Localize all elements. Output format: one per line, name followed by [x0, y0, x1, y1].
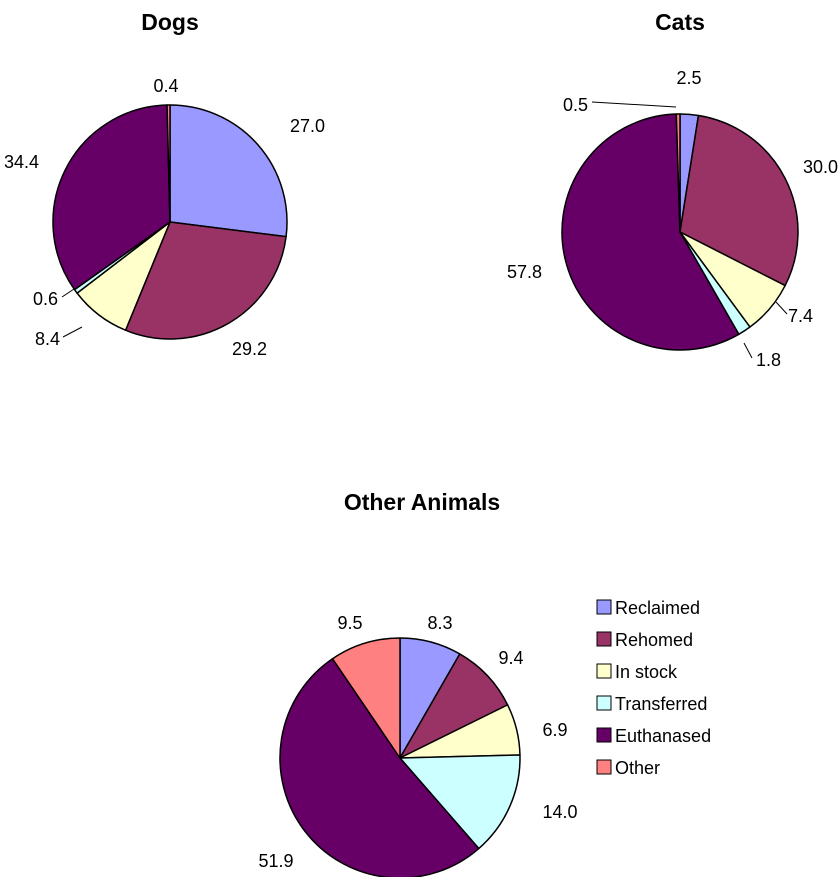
- dogs-pie-chart: Dogs 27.0 29.2 8.4 0.6 34.4 0.4: [4, 9, 325, 359]
- legend-swatch-other: [596, 759, 612, 775]
- other-animals-data-label: 51.9: [258, 851, 293, 871]
- dogs-data-label: 34.4: [4, 152, 39, 172]
- dogs-data-label: 0.6: [33, 289, 58, 309]
- cats-leader-line: [775, 301, 788, 315]
- dogs-slice-reclaimed: [169, 104, 288, 238]
- dogs-leader-line: [61, 288, 75, 298]
- other-animals-chart-title: Other Animals: [344, 489, 500, 515]
- other-animals-data-label: 14.0: [542, 802, 577, 822]
- other-animals-slice-euthanased: [279, 658, 480, 877]
- legend-label-in-stock: In stock: [615, 662, 678, 682]
- dogs-data-label: 29.2: [232, 339, 267, 359]
- legend-swatch-transferred: [596, 695, 612, 711]
- dogs-slice-other: [166, 104, 171, 223]
- cats-data-label: 57.8: [507, 262, 542, 282]
- legend-label-rehomed: Rehomed: [615, 630, 693, 650]
- dogs-data-label: 27.0: [290, 116, 325, 136]
- chart-legend: Reclaimed Rehomed In stock Transferred Eutha…: [596, 598, 711, 778]
- legend-swatch-euthanased: [596, 727, 612, 743]
- cats-slice-other: [675, 113, 681, 233]
- other-animals-data-label: 9.5: [337, 613, 362, 633]
- cats-chart-title: Cats: [655, 9, 705, 35]
- other-animals-slice-other: [331, 637, 401, 759]
- legend-label-euthanased: Euthanased: [615, 726, 711, 746]
- cats-data-label: 0.5: [563, 95, 588, 115]
- cats-leader-line: [591, 101, 677, 108]
- dogs-slice-euthanased: [52, 104, 171, 291]
- dogs-chart-title: Dogs: [141, 9, 199, 35]
- other-animals-data-label: 6.9: [542, 720, 567, 740]
- cats-data-label: 30.0: [803, 157, 838, 177]
- other-animals-pie-chart: Other Animals 8.3 9.4 6.9 14.0 51.9 9.5: [258, 489, 578, 877]
- cats-data-label: 1.8: [756, 350, 781, 370]
- legend-label-reclaimed: Reclaimed: [615, 598, 700, 618]
- other-animals-slice-transferred: [399, 754, 521, 850]
- other-animals-data-label: 9.4: [498, 648, 523, 668]
- dogs-leader-line: [62, 326, 83, 338]
- dogs-data-label: 0.4: [153, 76, 178, 96]
- cats-pie-chart: Cats 2.5 30.0 7.4 1.8 57.8 0.5: [507, 9, 838, 370]
- legend-swatch-reclaimed: [596, 599, 612, 615]
- legend-swatch-in-stock: [596, 663, 612, 679]
- cats-slice-rehomed: [679, 114, 799, 287]
- legend-swatch-rehomed: [596, 631, 612, 647]
- dogs-slice-rehomed: [124, 221, 287, 340]
- cats-slice-euthanased: [561, 113, 740, 351]
- cats-data-label: 7.4: [788, 306, 813, 326]
- other-animals-data-label: 8.3: [427, 613, 452, 633]
- dogs-data-label: 8.4: [35, 329, 60, 349]
- cats-data-label: 2.5: [676, 68, 701, 88]
- legend-label-transferred: Transferred: [615, 694, 707, 714]
- legend-label-other: Other: [615, 758, 660, 778]
- cats-leader-line: [743, 342, 753, 359]
